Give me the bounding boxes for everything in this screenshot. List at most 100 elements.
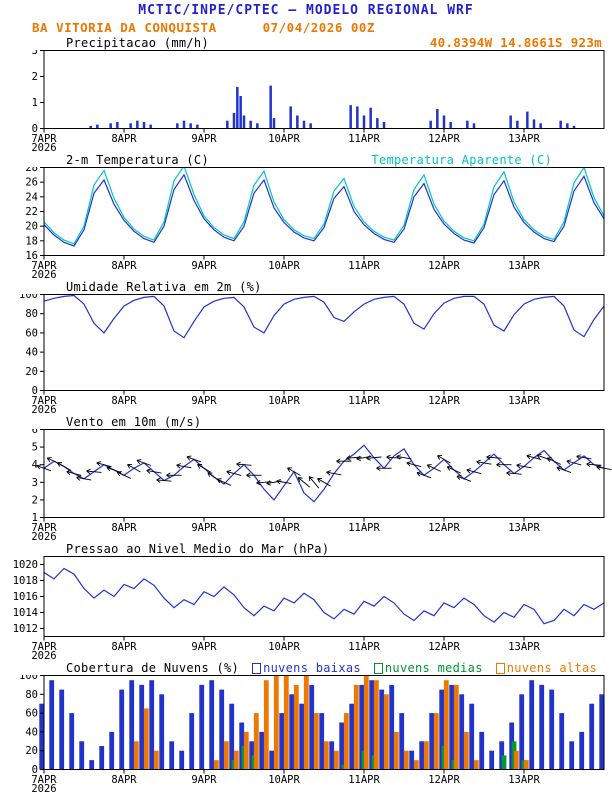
svg-text:10APR: 10APR xyxy=(268,774,300,786)
mid-clouds-label: nuvens medias xyxy=(384,661,483,675)
low-clouds-label: nuvens baixas xyxy=(263,661,361,675)
svg-text:2026: 2026 xyxy=(31,531,56,541)
svg-text:8APR: 8APR xyxy=(111,641,137,653)
svg-text:11APR: 11APR xyxy=(348,260,380,272)
svg-text:12APR: 12APR xyxy=(428,395,460,407)
svg-text:5: 5 xyxy=(32,442,38,454)
svg-text:8APR: 8APR xyxy=(111,774,137,786)
model-title: MCTIC/INPE/CPTEC — MODELO REGIONAL WRF xyxy=(138,3,474,18)
humidity-title: Umidade Relativa em 2m (%) xyxy=(66,280,262,294)
svg-text:9APR: 9APR xyxy=(191,641,217,653)
svg-text:2: 2 xyxy=(32,71,38,83)
svg-text:8APR: 8APR xyxy=(111,522,137,534)
cloud-cover-chart: 0 20 40 60 80 100 7APR 2026 8APR 9APR 10APR 11APR 12… xyxy=(0,670,612,792)
svg-text:20: 20 xyxy=(25,366,38,378)
svg-text:1: 1 xyxy=(32,512,38,524)
svg-text:2026: 2026 xyxy=(31,142,56,152)
humidity-chart: 0 20 40 60 80 100 7APR 2026 8APR 9APR 10APR 11APR 12… xyxy=(0,289,612,416)
svg-text:18: 18 xyxy=(25,235,38,247)
pressure-title-row: Pressao ao Nivel Medio do Mar (hPa) xyxy=(0,542,612,556)
svg-text:2026: 2026 xyxy=(31,650,56,660)
svg-text:1020: 1020 xyxy=(13,559,38,571)
svg-text:1014: 1014 xyxy=(13,607,38,619)
svg-text:10APR: 10APR xyxy=(268,133,300,145)
svg-text:12APR: 12APR xyxy=(428,641,460,653)
svg-text:2026: 2026 xyxy=(31,783,56,792)
svg-text:13APR: 13APR xyxy=(508,395,540,407)
svg-text:11APR: 11APR xyxy=(348,133,380,145)
legend-low-clouds: nuvens baixas xyxy=(252,661,361,675)
svg-text:20: 20 xyxy=(25,221,38,233)
svg-text:2026: 2026 xyxy=(31,404,56,414)
svg-text:80: 80 xyxy=(25,308,38,320)
svg-text:9APR: 9APR xyxy=(191,774,217,786)
panel-temperature: 2-m Temperatura (C) Temperatura Aparente… xyxy=(0,153,612,281)
svg-text:11APR: 11APR xyxy=(348,641,380,653)
svg-text:11APR: 11APR xyxy=(348,774,380,786)
clouds-title: Cobertura de Nuvens (%) xyxy=(66,661,240,675)
svg-text:20: 20 xyxy=(25,745,38,757)
panel-humidity: Umidade Relativa em 2m (%) 0 20 40 60 80 100 7… xyxy=(0,280,612,416)
legend-mid-clouds: nuvens medias xyxy=(373,661,483,675)
svg-text:9APR: 9APR xyxy=(191,133,217,145)
svg-text:7APR: 7APR xyxy=(31,641,57,653)
svg-text:6: 6 xyxy=(32,429,38,436)
svg-text:16: 16 xyxy=(25,250,38,262)
legend-high-clouds: nuvens altas xyxy=(495,661,597,675)
svg-text:3: 3 xyxy=(32,477,38,489)
svg-text:9APR: 9APR xyxy=(191,395,217,407)
svg-text:1016: 1016 xyxy=(13,591,38,603)
run-datetime: 07/04/2026 00Z xyxy=(262,20,375,35)
svg-text:1012: 1012 xyxy=(13,623,38,635)
svg-text:13APR: 13APR xyxy=(508,133,540,145)
svg-text:80: 80 xyxy=(25,689,38,701)
svg-text:2026: 2026 xyxy=(31,269,56,279)
svg-text:7APR: 7APR xyxy=(31,522,57,534)
svg-text:13APR: 13APR xyxy=(508,774,540,786)
pressure-chart: 1012 1014 1016 1018 1020 7APR 2026 8APR 9APR 10AP… xyxy=(0,556,612,662)
low-clouds-swatch-icon xyxy=(252,662,262,674)
svg-text:0: 0 xyxy=(32,385,38,397)
panel-wind: Vento em 10m (m/s) 1 2 3 4 5 6 7APR 2026 8APR 9AP… xyxy=(0,415,612,543)
svg-text:10APR: 10APR xyxy=(268,260,300,272)
svg-text:12APR: 12APR xyxy=(428,774,460,786)
svg-text:13APR: 13APR xyxy=(508,641,540,653)
svg-text:1018: 1018 xyxy=(13,575,38,587)
wind-title-row: Vento em 10m (m/s) xyxy=(0,415,612,429)
svg-text:60: 60 xyxy=(25,708,38,720)
precip-title-row: Precipitacao (mm/h) 40.8394W 14.8661S 92… xyxy=(0,35,612,50)
svg-text:11APR: 11APR xyxy=(348,395,380,407)
svg-text:1: 1 xyxy=(32,97,38,109)
station-name: BA VITORIA DA CONQUISTA xyxy=(32,20,217,35)
humidity-title-row: Umidade Relativa em 2m (%) xyxy=(0,280,612,294)
svg-text:12APR: 12APR xyxy=(428,133,460,145)
svg-text:100: 100 xyxy=(19,675,38,682)
svg-text:11APR: 11APR xyxy=(348,522,380,534)
temp-title: 2-m Temperatura (C) xyxy=(66,153,209,167)
svg-text:12APR: 12APR xyxy=(428,260,460,272)
svg-text:24: 24 xyxy=(25,191,38,203)
temperature-chart: 16 18 20 22 24 26 28 7APR 2026 8APR 9APR 10APR 11APR… xyxy=(0,162,612,281)
svg-text:10APR: 10APR xyxy=(268,395,300,407)
svg-text:2: 2 xyxy=(32,494,38,506)
precipitation-chart: 0 1 2 3 7APR 2026 8APR 9APR 10APR 11APR 12APR 13APR xyxy=(0,45,612,154)
svg-text:4: 4 xyxy=(32,459,38,471)
svg-text:9APR: 9APR xyxy=(191,260,217,272)
svg-text:40: 40 xyxy=(25,347,38,359)
svg-text:8APR: 8APR xyxy=(111,260,137,272)
wind-title: Vento em 10m (m/s) xyxy=(66,415,202,429)
wind-chart: 1 2 3 4 5 6 7APR 2026 8APR 9APR 10APR 11APR 12APR 13A… xyxy=(0,424,612,543)
precip-title: Precipitacao (mm/h) xyxy=(66,36,209,50)
svg-text:0: 0 xyxy=(32,123,38,135)
svg-text:12APR: 12APR xyxy=(428,522,460,534)
svg-text:8APR: 8APR xyxy=(111,133,137,145)
svg-text:7APR: 7APR xyxy=(31,774,57,786)
svg-text:3: 3 xyxy=(32,50,38,57)
station-coords: 40.8394W 14.8661S 923m xyxy=(429,35,602,50)
svg-text:13APR: 13APR xyxy=(508,260,540,272)
high-clouds-swatch-icon xyxy=(495,662,505,674)
pressure-title: Pressao ao Nivel Medio do Mar (hPa) xyxy=(66,542,330,556)
mid-clouds-swatch-icon xyxy=(373,662,383,674)
svg-text:9APR: 9APR xyxy=(191,522,217,534)
